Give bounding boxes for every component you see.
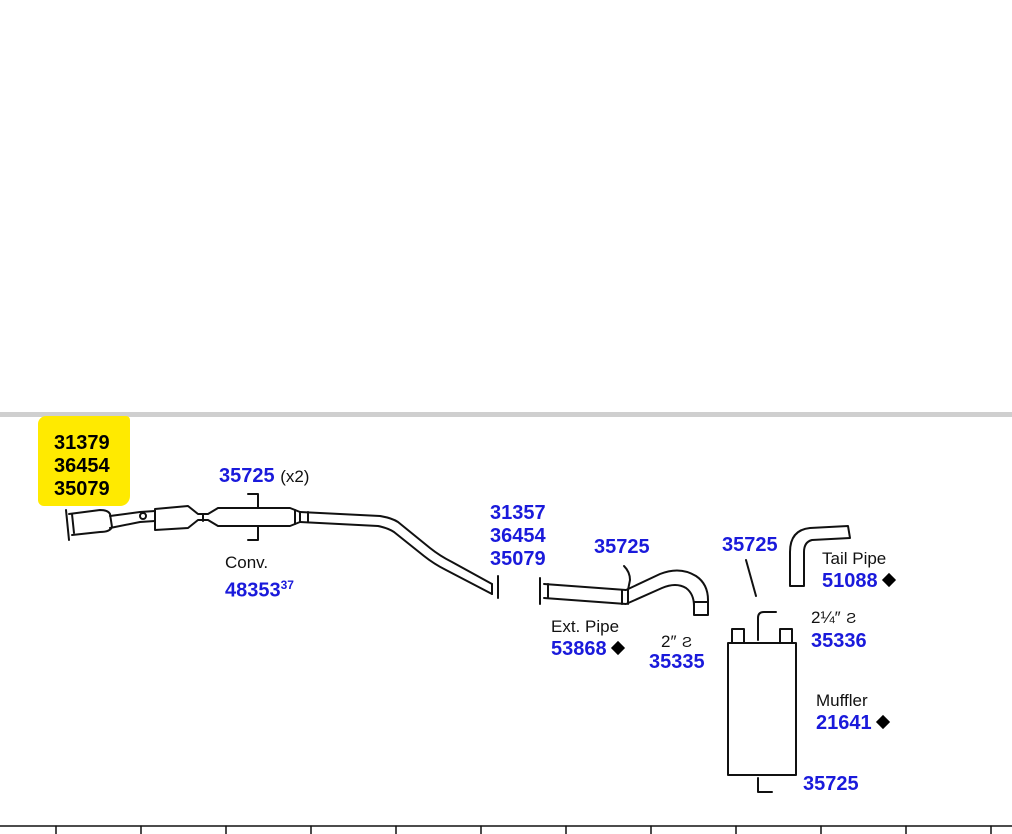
converter-body	[154, 505, 301, 531]
front-joint-part-2[interactable]: 36454	[490, 525, 546, 547]
blank-area	[0, 0, 1012, 412]
clamp-2in-part-wrap: 35335	[649, 651, 705, 673]
ext-pipe-lower	[543, 584, 695, 615]
ext-pipe-label: Ext. Pipe 53868	[551, 616, 625, 660]
clamp-225-part[interactable]: 35336	[811, 630, 867, 652]
header-part-group: 31379 36454 35079	[54, 432, 110, 501]
diamond-icon	[610, 640, 625, 656]
clamp-2in-label: 2″ Ƨ	[661, 630, 692, 654]
clamp-icon: Ƨ	[846, 610, 857, 627]
diamond-icon	[881, 572, 896, 588]
ext-pipe-hanger	[623, 565, 631, 591]
muffler-bottom-hanger	[757, 777, 773, 793]
ext-hanger-label: 35725	[594, 536, 650, 558]
front-flange	[65, 509, 113, 541]
header-part-1[interactable]: 31379	[54, 432, 110, 454]
header-part-3[interactable]: 35079	[54, 478, 110, 500]
clamp-225-label: 2¼″ Ƨ 35336	[811, 606, 867, 652]
front-pipe-joint	[139, 512, 147, 520]
front-pipe-upper	[109, 510, 156, 517]
muffler-hanger-top-label: 35725	[722, 534, 778, 556]
section-divider	[0, 412, 1012, 417]
muffler-body	[727, 642, 797, 776]
intermediate-pipe-upper	[299, 511, 493, 585]
header-part-2[interactable]: 36454	[54, 455, 110, 477]
highlight-marker	[38, 416, 130, 506]
muffler-part[interactable]: 21641	[816, 712, 872, 734]
muffler-hanger-top-part[interactable]: 35725	[722, 534, 778, 556]
muffler-top-hanger	[757, 611, 777, 641]
converter-hanger-qty: (x2)	[280, 467, 310, 486]
converter-hanger-part[interactable]: 35725	[219, 465, 275, 487]
clamp-2in-part[interactable]: 35335	[649, 651, 705, 673]
muffler-name: Muffler	[816, 691, 868, 710]
ext-pipe-part[interactable]: 53868	[551, 638, 607, 660]
ext-pipe-upper	[543, 569, 709, 615]
converter-hanger-bottom	[247, 525, 259, 541]
muffler-inlet	[731, 628, 745, 644]
muffler-outlet	[779, 628, 793, 644]
ext-hanger-part[interactable]: 35725	[594, 536, 650, 558]
tail-pipe-part[interactable]: 51088	[822, 570, 878, 592]
converter-note: 37	[280, 578, 294, 592]
intermediate-pipe-lower	[299, 521, 493, 595]
ext-pipe-end	[693, 601, 709, 616]
clamp-icon: Ƨ	[682, 634, 693, 651]
converter-label: Conv. 4835337	[225, 552, 294, 602]
muffler-hanger-leader	[745, 559, 757, 597]
converter-part[interactable]: 48353	[225, 579, 281, 602]
converter-name: Conv.	[225, 553, 269, 572]
ext-pipe-name: Ext. Pipe	[551, 617, 620, 636]
front-joint-part-3[interactable]: 35079	[490, 548, 546, 570]
clamp-225-size: 2¼″	[811, 608, 841, 627]
converter-hanger-label: 35725 (x2)	[219, 465, 309, 488]
front-joint-group: 31357 36454 35079	[490, 502, 546, 571]
tail-pipe-shape	[789, 525, 851, 587]
clamp-2in-size: 2″	[661, 632, 677, 651]
ruler-ticks	[55, 825, 992, 834]
converter-hanger-top	[247, 493, 259, 509]
muffler-hanger-bottom-part[interactable]: 35725	[803, 773, 859, 795]
tail-pipe-label: Tail Pipe 51088	[822, 548, 896, 592]
diamond-icon	[875, 714, 890, 730]
muffler-hanger-bottom-label: 35725	[803, 773, 859, 795]
front-pipe-lower	[109, 520, 156, 529]
muffler-label: Muffler 21641	[816, 690, 890, 734]
front-joint-part-1[interactable]: 31357	[490, 502, 546, 524]
tail-pipe-name: Tail Pipe	[822, 549, 887, 568]
